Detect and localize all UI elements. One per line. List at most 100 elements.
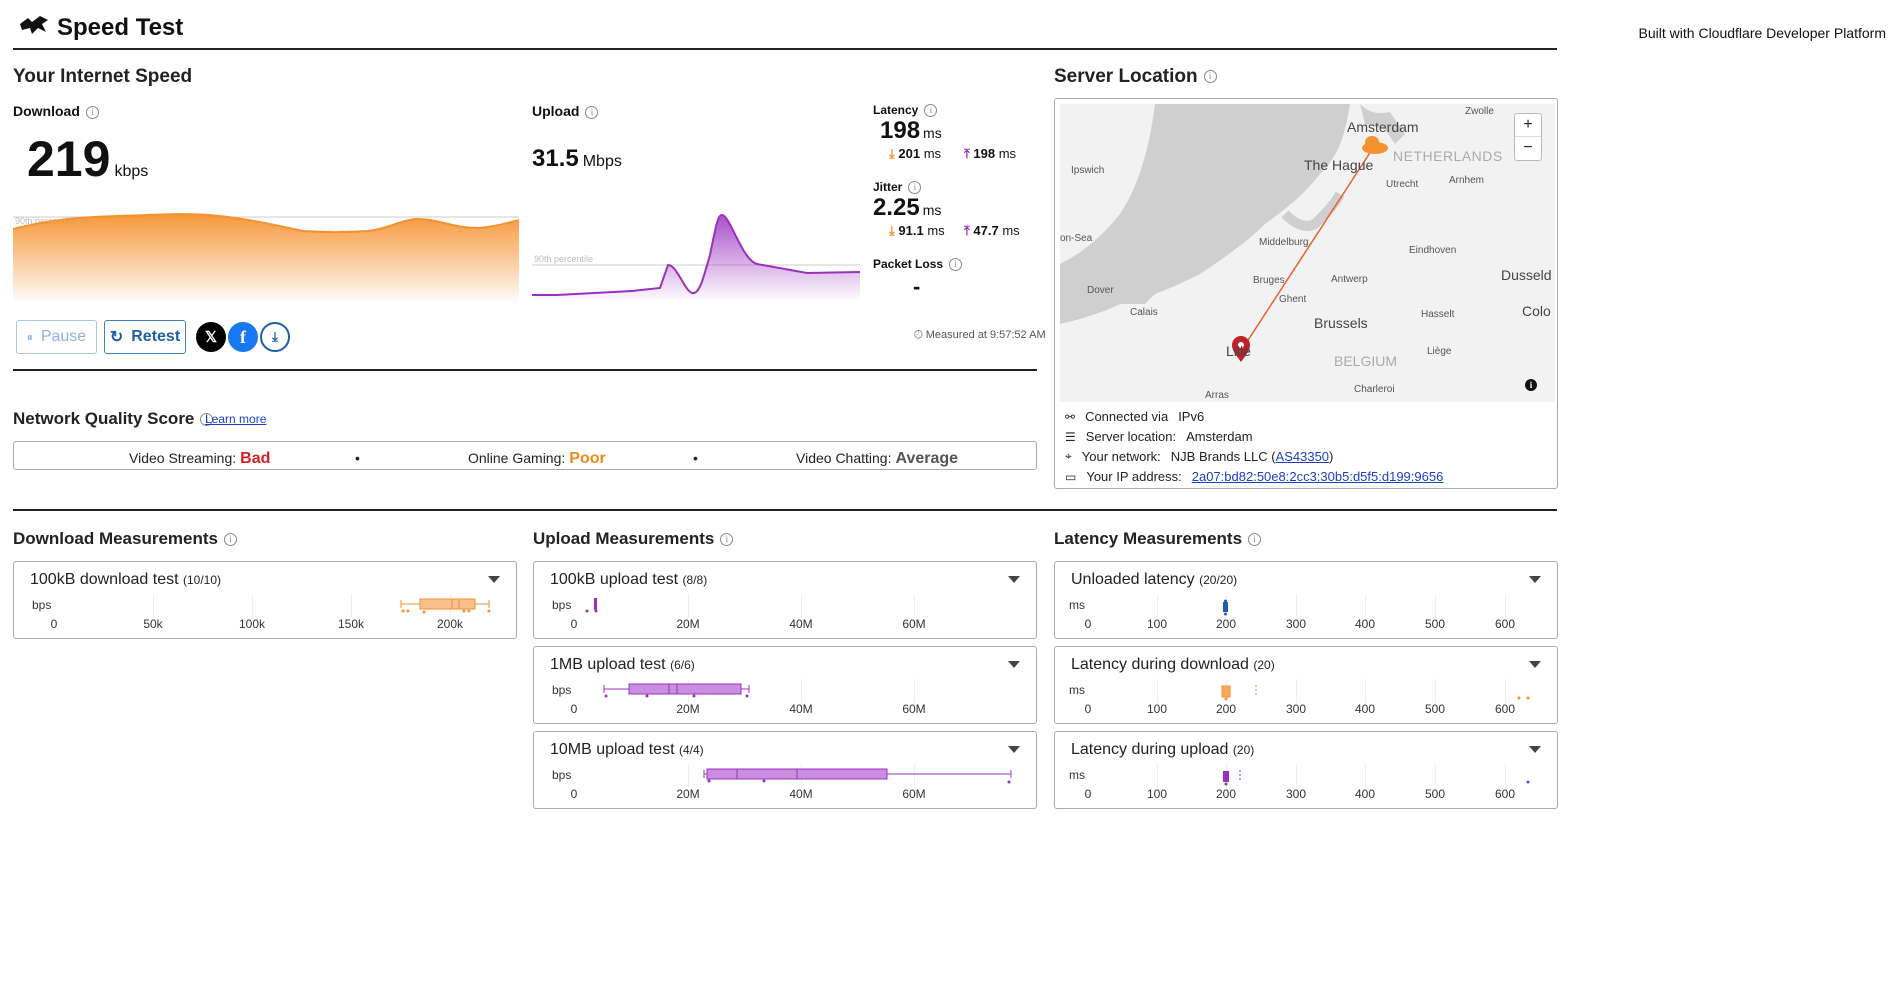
axis-unit: ms (1069, 598, 1085, 612)
info-icon[interactable]: i (1203, 70, 1217, 84)
info-icon[interactable]: i (585, 105, 599, 119)
network-quality-title: Network Quality Score i (13, 409, 214, 429)
map-label-charleroi: Charleroi (1354, 384, 1395, 395)
map-label-ipswich: Ipswich (1071, 165, 1105, 176)
axis-tick: 400 (1354, 787, 1376, 801)
share-x-button[interactable]: 𝕏 (196, 322, 226, 352)
your-network-row: ⌖ Your network: NJB Brands LLC (AS43350) (1065, 449, 1334, 464)
ip-address-link[interactable]: 2a07:bd82:50e8:2cc3:30b5:d5f5:d199:9656 (1191, 469, 1444, 484)
zoom-in-button[interactable]: + (1515, 114, 1541, 137)
box-plot (603, 683, 750, 698)
info-icon[interactable]: i (949, 258, 963, 272)
axis-tick: 20M (676, 617, 700, 631)
map-label-antwerp: Antwerp (1331, 274, 1368, 285)
server-icon: ☰ (1065, 429, 1076, 444)
axis-tick: 200 (1215, 617, 1237, 631)
axis-tick: 600 (1494, 787, 1516, 801)
info-icon[interactable]: i (200, 413, 214, 427)
axis-unit: bps (552, 683, 572, 697)
map-label-cologne: Colo (1522, 303, 1551, 319)
unloaded-latency-panel[interactable]: Unloaded latency (20/20) ms 0 100 200 30… (1054, 561, 1558, 639)
latency-download: ⤓ 201 ms (889, 146, 942, 161)
info-icon[interactable]: i (1248, 533, 1262, 547)
axis-tick: 20M (676, 787, 700, 801)
download-results-button[interactable]: ⤓ (260, 322, 290, 352)
upload-percentile-label: 90th percentile (534, 254, 593, 264)
map-label-dover: Dover (1087, 285, 1114, 296)
chevron-down-icon[interactable] (1008, 661, 1020, 668)
map-label-belgium: BELGIUM (1334, 353, 1398, 369)
chevron-down-icon[interactable] (488, 576, 500, 583)
map-label-netherlands: NETHERLANDS (1393, 148, 1503, 164)
latency-value: 198 ms (880, 117, 942, 144)
box-plot (1223, 770, 1530, 786)
latency-upload: ⤒ 198 ms (964, 146, 1017, 161)
info-icon[interactable]: i (720, 533, 734, 547)
clock-icon: 🕘︎ (914, 329, 923, 341)
latency-during-download-panel[interactable]: Latency during download (20) ms 0 100 20… (1054, 646, 1558, 724)
chevron-down-icon[interactable] (1008, 576, 1020, 583)
axis-tick: 300 (1285, 702, 1307, 716)
chevron-down-icon[interactable] (1008, 746, 1020, 753)
axis-tick: 0 (570, 617, 578, 631)
download-100kb-panel[interactable]: 100kB download test (10/10) bps 0 50k 10… (13, 561, 517, 639)
info-icon[interactable]: i (924, 104, 938, 118)
info-icon[interactable]: i (908, 181, 922, 195)
box-plot (1223, 599, 1228, 616)
axis-unit: ms (1069, 768, 1085, 782)
map-label-bruges: Bruges (1253, 275, 1285, 286)
axis-tick: 0 (1084, 617, 1092, 631)
server-location-card: Amsterdam Zwolle The Hague NETHERLANDS I… (1054, 98, 1558, 489)
chevron-down-icon[interactable] (1529, 746, 1541, 753)
axis-tick: 0 (1084, 787, 1092, 801)
axis-tick: 300 (1285, 617, 1307, 631)
upload-1mb-panel[interactable]: 1MB upload test (6/6) bps 0 20M 40M 60M (533, 646, 1037, 724)
axis-tick: 600 (1494, 617, 1516, 631)
map[interactable] (1060, 104, 1555, 402)
map-label-the-hague: The Hague (1304, 157, 1374, 173)
map-label-north-sea: on-Sea (1060, 233, 1093, 244)
axis-tick: 0 (570, 787, 578, 801)
video-streaming-score: Video Streaming: Bad (129, 450, 271, 467)
map-label-amsterdam: Amsterdam (1347, 119, 1419, 135)
axis-tick: 0 (1084, 702, 1092, 716)
server-location-title: Server Location i (1054, 66, 1217, 88)
internet-speed-title: Your Internet Speed (13, 66, 193, 87)
upload-100kb-panel[interactable]: 100kB upload test (8/8) bps 0 20M 40M 60… (533, 561, 1037, 639)
built-with-link[interactable]: Built with Cloudflare Developer Platform (1638, 25, 1886, 41)
panel-title: Unloaded latency (20/20) (1071, 571, 1238, 588)
asn-link[interactable]: AS43350 (1275, 449, 1330, 464)
pause-button[interactable]: ⏸ Pause (16, 320, 97, 354)
info-icon[interactable]: i (85, 105, 99, 119)
learn-more-link[interactable]: Learn more (205, 412, 267, 426)
jitter-label: Jitter i (873, 180, 922, 195)
map-info-button[interactable]: i (1525, 379, 1537, 391)
map-label-brussels: Brussels (1314, 315, 1368, 331)
chevron-down-icon[interactable] (1529, 576, 1541, 583)
axis-tick: 40M (789, 702, 813, 716)
upload-10mb-panel[interactable]: 10MB upload test (4/4) bps 0 20M 40M 60M (533, 731, 1037, 809)
map-label-lille: Lille (1226, 343, 1251, 359)
axis-tick: 60M (902, 617, 926, 631)
panel-title: 1MB upload test (6/6) (550, 656, 695, 673)
axis-unit: bps (552, 598, 572, 612)
latency-during-upload-panel[interactable]: Latency during upload (20) ms 0 100 200 … (1054, 731, 1558, 809)
chevron-down-icon[interactable] (1529, 661, 1541, 668)
info-icon[interactable]: i (224, 533, 237, 547)
axis-tick: 400 (1354, 702, 1376, 716)
zoom-controls: + − (1514, 113, 1542, 161)
share-facebook-button[interactable]: f (228, 322, 258, 352)
map-label-arnhem: Arnhem (1449, 175, 1485, 186)
retest-button[interactable]: ↻ Retest (104, 320, 186, 354)
zoom-out-button[interactable]: − (1523, 139, 1533, 156)
panel-title: 100kB download test (10/10) (30, 571, 222, 588)
axis-tick: 500 (1424, 702, 1446, 716)
axis-tick: 150k (337, 617, 365, 631)
connected-via-row: ⚯ Connected via IPv6 (1065, 409, 1205, 424)
id-card-icon: ▭ (1065, 469, 1077, 484)
axis-unit: bps (552, 768, 572, 782)
upload-chart: 90th percentile (532, 213, 860, 300)
axis-tick: 600 (1494, 702, 1516, 716)
map-label-calais: Calais (1130, 307, 1158, 318)
separator: • (693, 450, 698, 466)
